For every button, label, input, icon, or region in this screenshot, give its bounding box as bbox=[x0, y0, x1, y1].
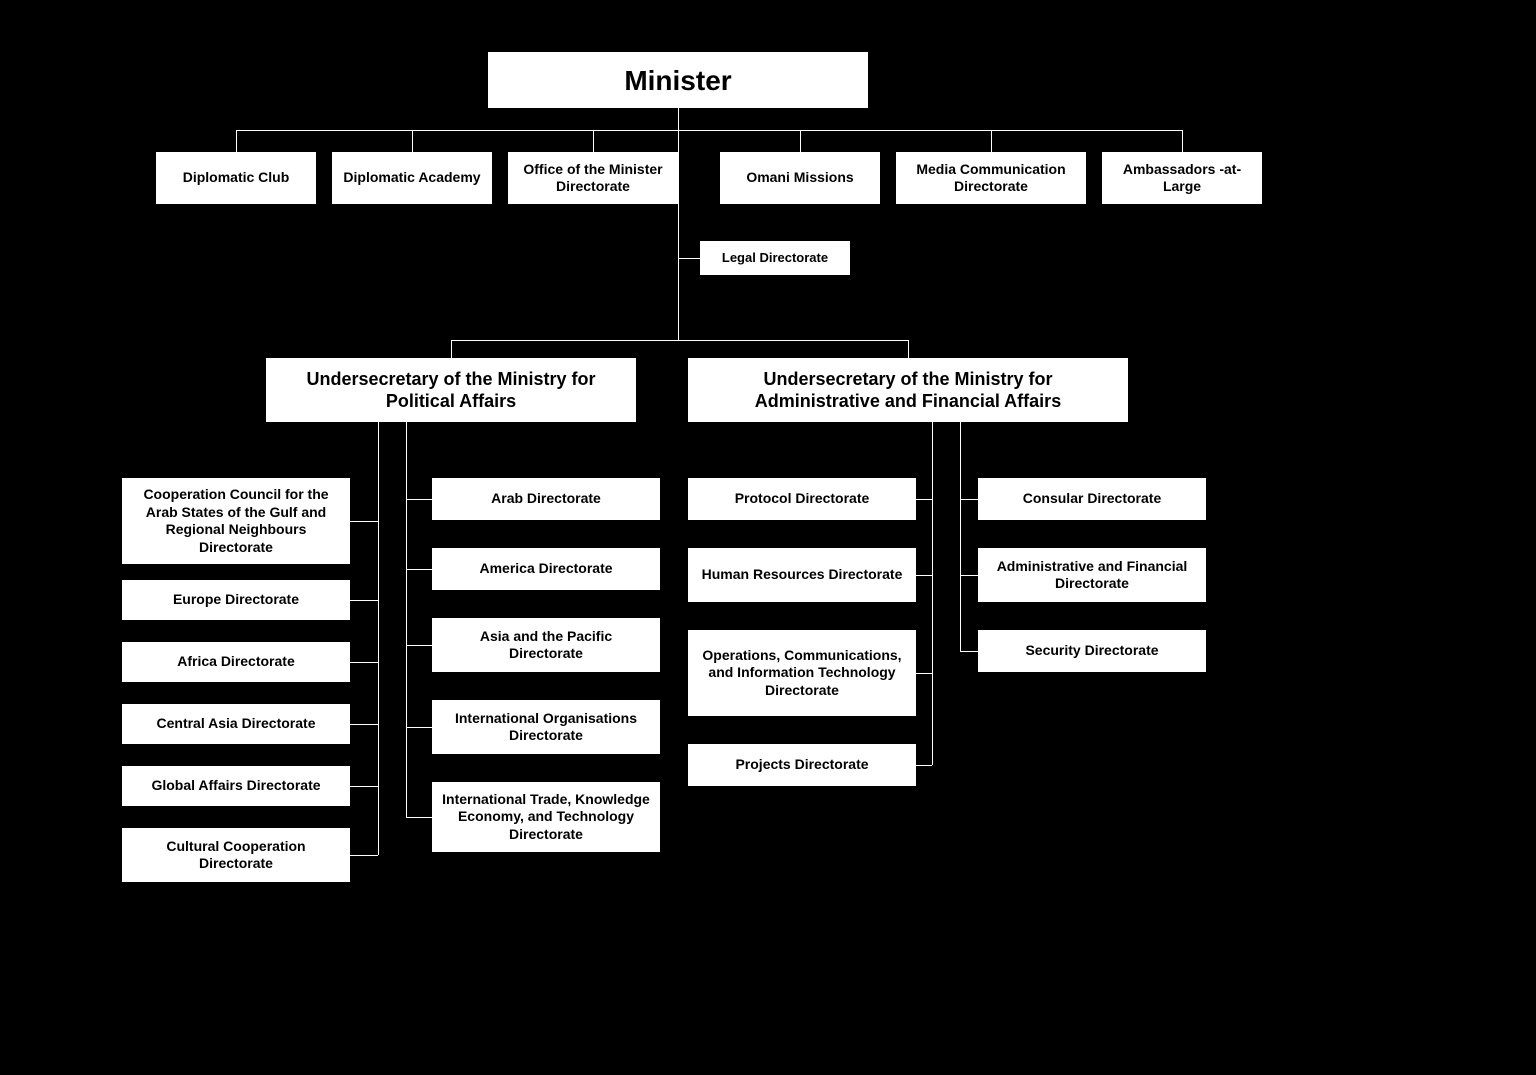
node-consular-directorate: Consular Directorate bbox=[978, 478, 1206, 520]
connector-line bbox=[412, 130, 413, 152]
connector-line bbox=[932, 422, 933, 765]
node-arab-directorate: Arab Directorate bbox=[432, 478, 660, 520]
node-europe-directorate: Europe Directorate bbox=[122, 580, 350, 620]
node-omani-missions: Omani Missions bbox=[720, 152, 880, 204]
connector-line bbox=[350, 662, 378, 663]
projects-label: Projects Directorate bbox=[735, 756, 868, 774]
arab-label: Arab Directorate bbox=[491, 490, 601, 508]
connector-line bbox=[451, 340, 908, 341]
node-america-directorate: America Directorate bbox=[432, 548, 660, 590]
node-admin-fin-directorate: Administrative and Financial Directorate bbox=[978, 548, 1206, 602]
central-asia-label: Central Asia Directorate bbox=[157, 715, 316, 733]
connector-line bbox=[1182, 130, 1183, 152]
node-protocol-directorate: Protocol Directorate bbox=[688, 478, 916, 520]
legal-label: Legal Directorate bbox=[722, 250, 828, 266]
connector-line bbox=[350, 600, 378, 601]
connector-line bbox=[916, 673, 932, 674]
omani-missions-label: Omani Missions bbox=[746, 169, 853, 187]
node-diplomatic-club: Diplomatic Club bbox=[156, 152, 316, 204]
node-cultural-cooperation-directorate: Cultural Cooperation Directorate bbox=[122, 828, 350, 882]
node-ambassadors-at-large: Ambassadors -at-Large bbox=[1102, 152, 1262, 204]
consular-label: Consular Directorate bbox=[1023, 490, 1161, 508]
connector-line bbox=[916, 575, 932, 576]
under-admin-label: Undersecretary of the Ministry for Admin… bbox=[708, 368, 1108, 413]
connector-line bbox=[236, 130, 1182, 131]
connector-line bbox=[236, 130, 237, 152]
connector-line bbox=[916, 765, 932, 766]
diplomatic-club-label: Diplomatic Club bbox=[183, 169, 290, 187]
protocol-label: Protocol Directorate bbox=[735, 490, 870, 508]
node-media-communication-directorate: Media Communication Directorate bbox=[896, 152, 1086, 204]
connector-line bbox=[960, 651, 978, 652]
africa-label: Africa Directorate bbox=[177, 653, 295, 671]
node-projects-directorate: Projects Directorate bbox=[688, 744, 916, 786]
node-security-directorate: Security Directorate bbox=[978, 630, 1206, 672]
node-gcc-directorate: Cooperation Council for the Arab States … bbox=[122, 478, 350, 564]
intl-orgs-label: International Organisations Directorate bbox=[442, 710, 650, 745]
europe-label: Europe Directorate bbox=[173, 591, 299, 609]
node-hr-directorate: Human Resources Directorate bbox=[688, 548, 916, 602]
node-africa-directorate: Africa Directorate bbox=[122, 642, 350, 682]
ambassadors-label: Ambassadors -at-Large bbox=[1112, 161, 1252, 196]
connector-line bbox=[451, 340, 452, 358]
connector-line bbox=[350, 855, 378, 856]
office-minister-label: Office of the Minister Directorate bbox=[518, 161, 668, 196]
node-diplomatic-academy: Diplomatic Academy bbox=[332, 152, 492, 204]
america-label: America Directorate bbox=[479, 560, 612, 578]
node-undersecretary-admin: Undersecretary of the Ministry for Admin… bbox=[688, 358, 1128, 422]
connector-line bbox=[378, 422, 379, 855]
node-legal-directorate: Legal Directorate bbox=[700, 241, 850, 275]
diplomatic-academy-label: Diplomatic Academy bbox=[343, 169, 480, 187]
connector-line bbox=[406, 569, 432, 570]
node-central-asia-directorate: Central Asia Directorate bbox=[122, 704, 350, 744]
ops-comm-it-label: Operations, Communications, and Informat… bbox=[698, 647, 906, 700]
admin-fin-label: Administrative and Financial Directorate bbox=[988, 558, 1196, 593]
node-intl-trade-directorate: International Trade, Knowledge Economy, … bbox=[432, 782, 660, 852]
security-label: Security Directorate bbox=[1025, 642, 1158, 660]
intl-trade-label: International Trade, Knowledge Economy, … bbox=[442, 791, 650, 844]
asia-pacific-label: Asia and the Pacific Directorate bbox=[442, 628, 650, 663]
connector-line bbox=[406, 499, 432, 500]
connector-line bbox=[960, 575, 978, 576]
connector-line bbox=[960, 499, 978, 500]
node-undersecretary-political: Undersecretary of the Ministry for Polit… bbox=[266, 358, 636, 422]
connector-line bbox=[991, 130, 992, 152]
connector-line bbox=[406, 645, 432, 646]
connector-line bbox=[960, 422, 961, 651]
connector-line bbox=[350, 724, 378, 725]
media-comm-label: Media Communication Directorate bbox=[906, 161, 1076, 196]
node-minister: Minister bbox=[488, 52, 868, 108]
connector-line bbox=[406, 817, 432, 818]
under-political-label: Undersecretary of the Ministry for Polit… bbox=[286, 368, 616, 413]
gcc-label: Cooperation Council for the Arab States … bbox=[132, 486, 340, 556]
connector-line bbox=[908, 340, 909, 358]
hr-label: Human Resources Directorate bbox=[702, 566, 903, 584]
connector-line bbox=[350, 786, 378, 787]
connector-line bbox=[800, 130, 801, 152]
connector-line bbox=[350, 521, 378, 522]
connector-line bbox=[678, 108, 679, 130]
connector-line bbox=[678, 130, 679, 340]
connector-line bbox=[916, 499, 932, 500]
node-office-minister-directorate: Office of the Minister Directorate bbox=[508, 152, 678, 204]
connector-line bbox=[593, 130, 594, 152]
node-global-affairs-directorate: Global Affairs Directorate bbox=[122, 766, 350, 806]
node-ops-comm-it-directorate: Operations, Communications, and Informat… bbox=[688, 630, 916, 716]
connector-line bbox=[406, 727, 432, 728]
global-affairs-label: Global Affairs Directorate bbox=[151, 777, 320, 795]
minister-label: Minister bbox=[624, 63, 731, 98]
connector-line bbox=[678, 258, 700, 259]
node-asia-pacific-directorate: Asia and the Pacific Directorate bbox=[432, 618, 660, 672]
connector-line bbox=[406, 422, 407, 817]
node-intl-orgs-directorate: International Organisations Directorate bbox=[432, 700, 660, 754]
cultural-label: Cultural Cooperation Directorate bbox=[132, 838, 340, 873]
